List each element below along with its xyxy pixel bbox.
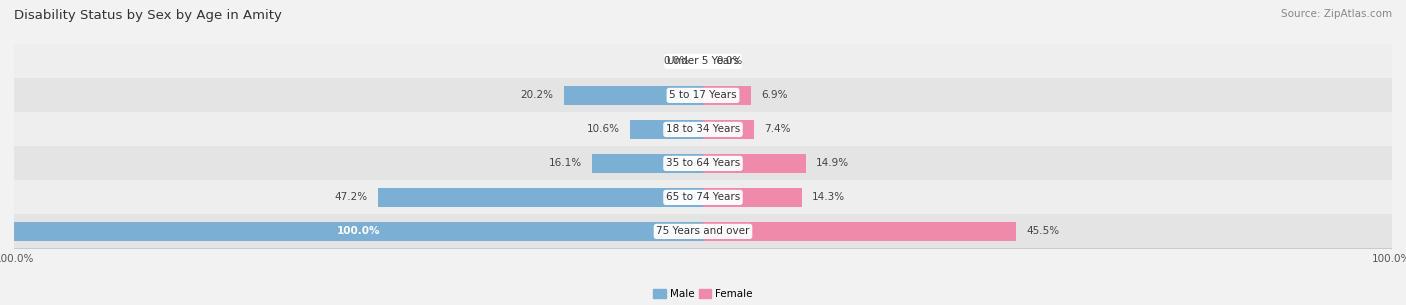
Text: 0.0%: 0.0% (717, 56, 742, 66)
Text: Under 5 Years: Under 5 Years (666, 56, 740, 66)
Text: 10.6%: 10.6% (586, 124, 620, 135)
Bar (703, 86, 751, 105)
Text: 14.9%: 14.9% (815, 158, 849, 168)
Bar (703, 154, 806, 173)
Text: 75 Years and over: 75 Years and over (657, 226, 749, 236)
Bar (703, 188, 801, 207)
Legend: Male, Female: Male, Female (650, 285, 756, 303)
Text: 16.1%: 16.1% (548, 158, 582, 168)
Text: 14.3%: 14.3% (811, 192, 845, 203)
Bar (378, 188, 703, 207)
Bar (703, 120, 754, 139)
Bar (14, 146, 1392, 180)
Bar (14, 180, 1392, 214)
Text: 35 to 64 Years: 35 to 64 Years (666, 158, 740, 168)
Text: 6.9%: 6.9% (761, 90, 787, 100)
Bar (592, 154, 703, 173)
Text: 0.0%: 0.0% (664, 56, 689, 66)
Bar (14, 45, 1392, 78)
Text: 20.2%: 20.2% (520, 90, 554, 100)
Bar (14, 113, 1392, 146)
Bar (14, 214, 1392, 248)
Text: 100.0%: 100.0% (337, 226, 380, 236)
Bar (630, 120, 703, 139)
Text: 5 to 17 Years: 5 to 17 Years (669, 90, 737, 100)
Text: 65 to 74 Years: 65 to 74 Years (666, 192, 740, 203)
Bar (14, 222, 703, 241)
Bar (14, 78, 1392, 113)
Text: 45.5%: 45.5% (1026, 226, 1060, 236)
Text: 7.4%: 7.4% (765, 124, 790, 135)
Text: 47.2%: 47.2% (335, 192, 367, 203)
Text: Source: ZipAtlas.com: Source: ZipAtlas.com (1281, 9, 1392, 19)
Text: Disability Status by Sex by Age in Amity: Disability Status by Sex by Age in Amity (14, 9, 283, 22)
Text: 18 to 34 Years: 18 to 34 Years (666, 124, 740, 135)
Bar (564, 86, 703, 105)
Bar (703, 222, 1017, 241)
